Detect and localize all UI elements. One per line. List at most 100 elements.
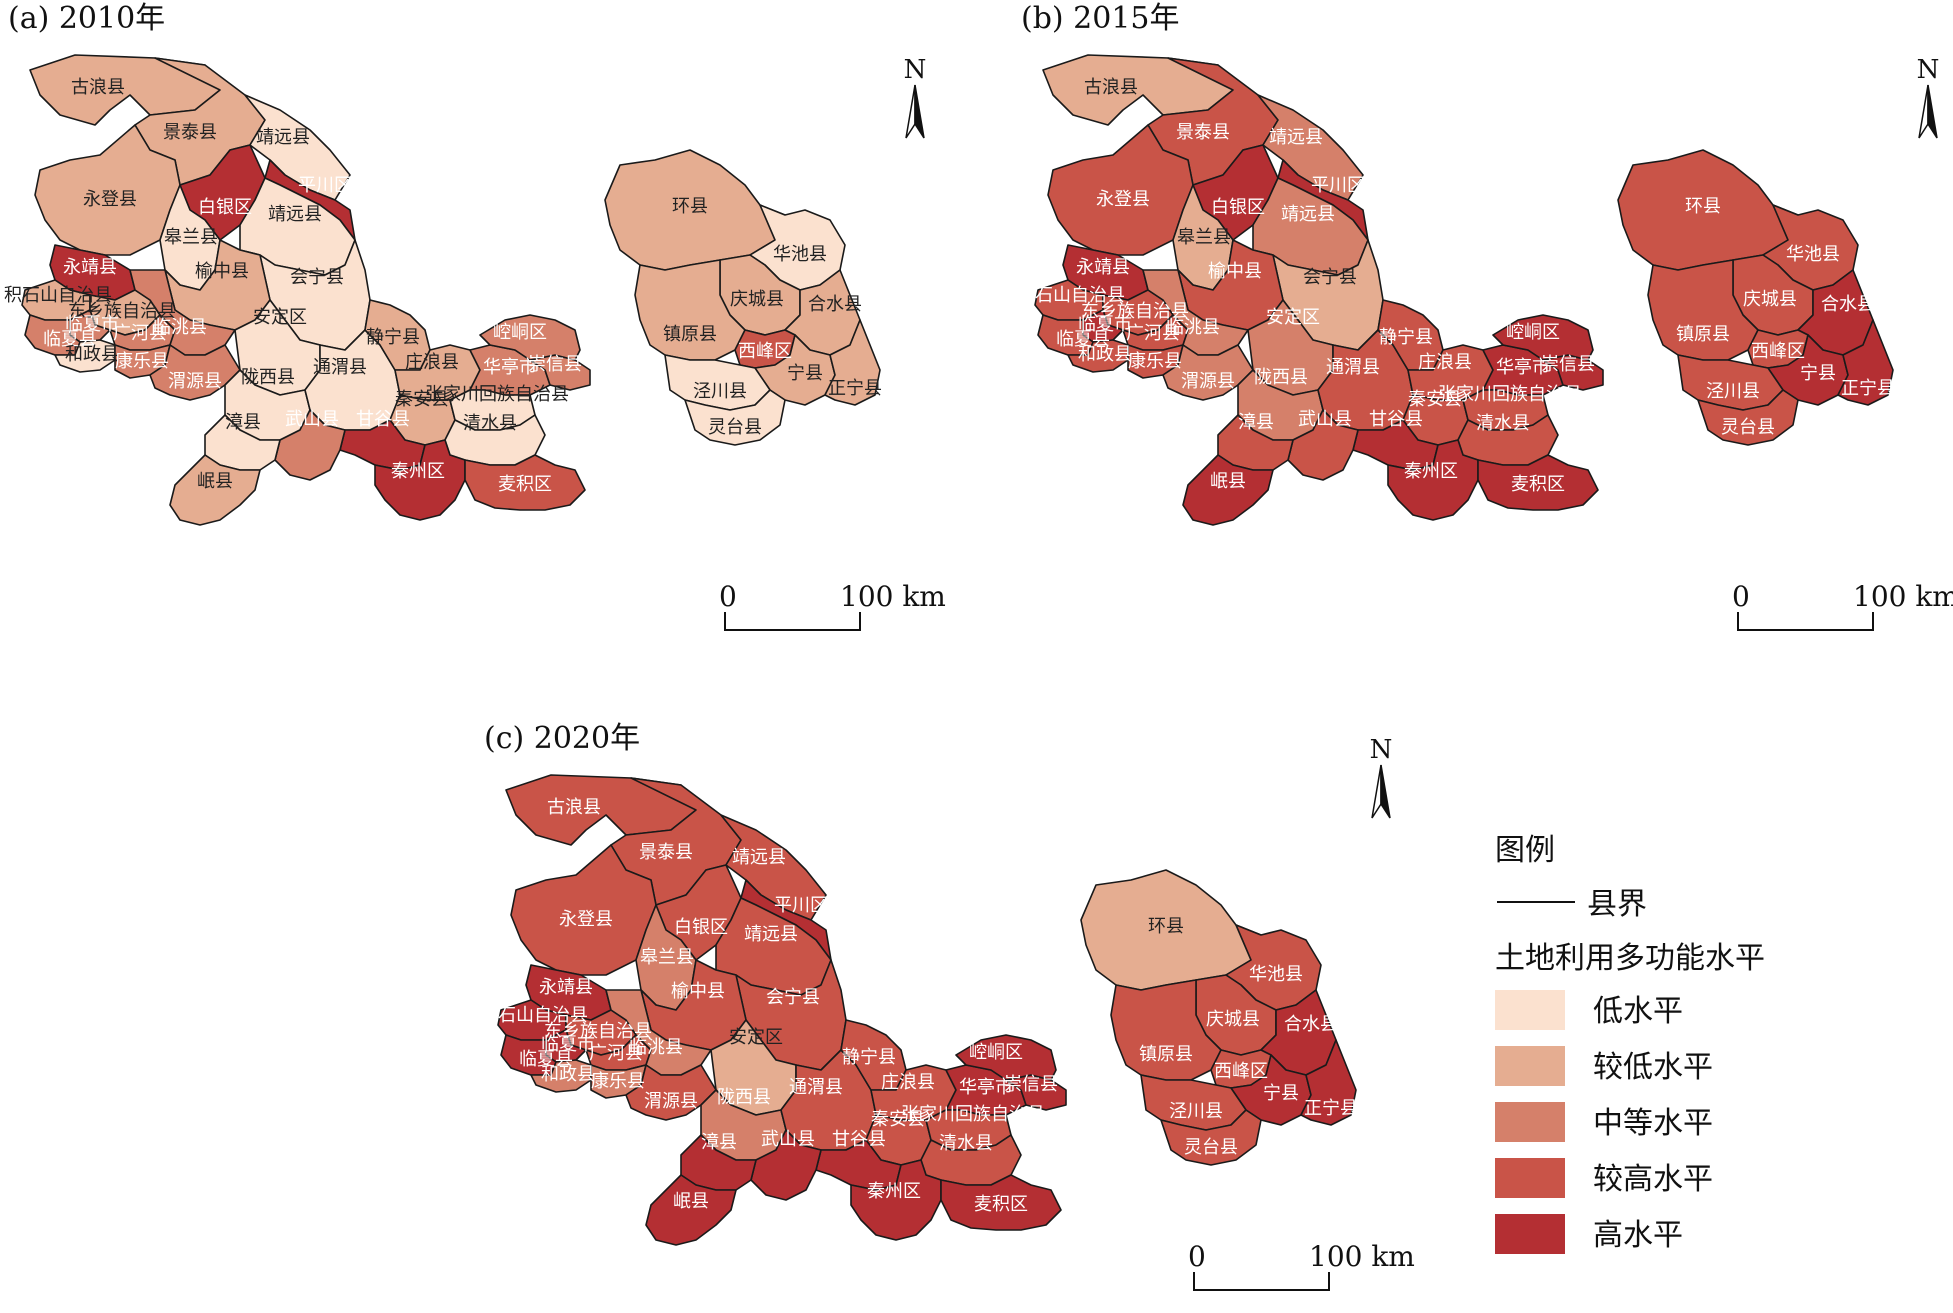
panel-title: (b) 2015年: [1021, 1, 1180, 36]
county-label: 靖远县: [1281, 204, 1335, 225]
county-label: 合水县: [808, 294, 862, 315]
legend-label: 中等水平: [1593, 1106, 1713, 1141]
county-label: 华池县: [1786, 244, 1840, 265]
county-label: 华池县: [1249, 964, 1303, 985]
legend-label: 较低水平: [1593, 1050, 1713, 1085]
county-label: 榆中县: [1208, 261, 1262, 282]
county-label: 庆城县: [730, 289, 784, 310]
county-label: 武山县: [1298, 409, 1352, 430]
county-label: 陇西县: [717, 1087, 771, 1108]
county-kongtong: [479, 314, 581, 361]
county-label: 平川区: [1311, 175, 1365, 196]
county-label: 靖远县: [256, 127, 310, 148]
county-label: 崇信县: [528, 354, 582, 375]
county-label: 庆城县: [1206, 1009, 1260, 1030]
legend-label: 较高水平: [1593, 1162, 1713, 1197]
county-label: 西峰区: [1214, 1061, 1268, 1082]
county-jingning: [1377, 299, 1444, 371]
county-label: 崆峒区: [493, 322, 547, 343]
county-label: 安定区: [253, 307, 307, 328]
county-label: 广河县: [589, 1043, 643, 1064]
county-label: 崇信县: [1004, 1074, 1058, 1095]
county-label: 武山县: [285, 409, 339, 430]
county-label: 白银区: [674, 917, 728, 938]
county-label: 皋兰县: [640, 947, 694, 968]
county-label: 甘谷县: [356, 409, 410, 430]
county-label: 平川区: [774, 895, 828, 916]
legend-item-higher: 较高水平: [1495, 1158, 1713, 1198]
legend-item-lower: 较低水平: [1495, 1046, 1713, 1086]
north-label: N: [904, 55, 927, 85]
county-minxian: [645, 1174, 737, 1246]
county-label: 榆中县: [671, 981, 725, 1002]
county-label: 永靖县: [539, 977, 593, 998]
county-label: 岷县: [197, 471, 233, 492]
county-minxian: [169, 454, 261, 526]
county-label: 通渭县: [1326, 357, 1380, 378]
county-label: 永登县: [83, 189, 137, 210]
legend-swatch: [1495, 1046, 1565, 1086]
county-label: 甘谷县: [1369, 409, 1423, 430]
county-label: 临洮县: [1166, 317, 1220, 338]
county-label: 古浪县: [1084, 77, 1138, 98]
scale-end-label: 100 km: [1309, 1240, 1415, 1273]
county-label: 灵台县: [708, 417, 762, 438]
county-label: 秦州区: [1404, 461, 1458, 482]
county-label: 西峰区: [1751, 341, 1805, 362]
county-polygons: [1034, 54, 1894, 526]
county-kongtong: [1492, 314, 1594, 361]
county-label: 渭源县: [168, 371, 222, 392]
county-label: 清水县: [939, 1133, 993, 1154]
county-label: 武山县: [761, 1129, 815, 1150]
county-label: 环县: [672, 196, 708, 217]
county-label: 合水县: [1821, 294, 1875, 315]
county-label: 临夏县: [1056, 329, 1110, 350]
county-label: 宁县: [787, 363, 823, 384]
legend-boundary-label: 县界: [1587, 887, 1647, 922]
legend-item-medium: 中等水平: [1495, 1102, 1713, 1142]
county-label: 宁县: [1800, 363, 1836, 384]
scale-bar: 0 100 km: [1732, 580, 1953, 631]
county-label: 永靖县: [1076, 257, 1130, 278]
county-label: 皋兰县: [1177, 227, 1231, 248]
north-arrow-icon: N: [1917, 55, 1939, 139]
county-label: 清水县: [1476, 413, 1530, 434]
north-arrow-icon: N: [904, 55, 927, 139]
county-label: 张家川回族自治县: [901, 1104, 1045, 1125]
county-label: 会宁县: [290, 267, 344, 288]
legend-swatch: [1495, 1214, 1565, 1254]
county-label: 正宁县: [1841, 378, 1895, 399]
county-label: 古浪县: [71, 77, 125, 98]
county-label: 安定区: [1266, 307, 1320, 328]
county-label: 灵台县: [1184, 1137, 1238, 1158]
county-label: 古浪县: [547, 797, 601, 818]
county-label: 秦州区: [391, 461, 445, 482]
county-label: 陇西县: [1254, 367, 1308, 388]
county-label: 泾川县: [1706, 381, 1760, 402]
county-label: 镇原县: [663, 324, 717, 345]
county-minxian: [1182, 454, 1274, 526]
county-label: 临夏市: [1078, 314, 1132, 335]
scale-end-label: 100 km: [1853, 580, 1953, 613]
county-label: 华亭市: [1496, 357, 1550, 378]
county-polygons: [21, 54, 881, 526]
county-label: 白银区: [1211, 197, 1265, 218]
county-zhengning: [824, 319, 881, 406]
county-label: 正宁县: [828, 378, 882, 399]
legend-swatch: [1495, 1102, 1565, 1142]
county-label: 康乐县: [115, 351, 169, 372]
county-label: 泾川县: [1169, 1101, 1223, 1122]
county-label: 广河县: [113, 323, 167, 344]
county-label: 东乡族自治县: [1081, 301, 1189, 322]
scale-zero-label: 0: [1188, 1240, 1206, 1273]
county-label: 皋兰县: [164, 227, 218, 248]
county-label: 岷县: [1210, 471, 1246, 492]
